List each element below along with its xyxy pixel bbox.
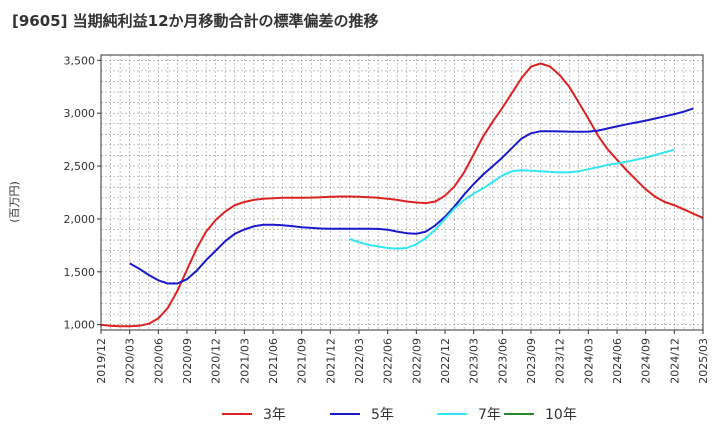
x-tick-label: 2022/03 bbox=[353, 338, 366, 384]
axis-layer: 1,000 1,500 2,000 2,500 3,000 3,500 2019/12 202… bbox=[64, 54, 711, 383]
legend-label-1: 5年 bbox=[371, 407, 394, 423]
x-tick-label: 2023/03 bbox=[468, 338, 481, 384]
series-layer bbox=[100, 62, 704, 328]
x-tick-label: 2021/09 bbox=[296, 338, 309, 384]
x-tick-label: 2022/06 bbox=[382, 338, 395, 384]
y-tick-label: 2,000 bbox=[64, 213, 96, 226]
legend-label-0: 3年 bbox=[263, 407, 286, 423]
x-tick-label: 2021/06 bbox=[267, 338, 280, 384]
plot-frame bbox=[100, 54, 704, 331]
y-tick-label: 1,500 bbox=[64, 266, 96, 279]
series-line-2 bbox=[349, 148, 675, 250]
legend: 3年 5年 7年 10年 bbox=[222, 407, 577, 423]
x-tick-label: 2020/12 bbox=[210, 338, 223, 384]
x-tick-label: 2023/12 bbox=[554, 338, 567, 384]
x-tick-label: 2024/09 bbox=[640, 338, 653, 384]
x-tick-label: 2025/03 bbox=[697, 338, 710, 384]
legend-label-2: 7年 bbox=[478, 407, 501, 423]
x-tick-label: 2024/06 bbox=[611, 338, 624, 384]
series-line-1 bbox=[129, 107, 694, 285]
y-tick-label: 2,500 bbox=[64, 160, 96, 173]
x-tick-label: 2022/09 bbox=[410, 338, 423, 384]
x-tick-label: 2023/06 bbox=[496, 338, 509, 384]
x-tick-label: 2024/03 bbox=[582, 338, 595, 384]
x-tick-label: 2024/12 bbox=[668, 338, 681, 384]
series-line-0 bbox=[100, 62, 704, 328]
y-tick-label: 3,000 bbox=[64, 107, 96, 120]
x-tick-label: 2021/12 bbox=[324, 338, 337, 384]
y-tick-label: 3,500 bbox=[64, 54, 96, 67]
chart-title: [9605] 当期純利益12か月移動合計の標準偏差の推移 bbox=[12, 12, 379, 30]
legend-label-3: 10年 bbox=[545, 407, 577, 423]
x-tick-label: 2023/09 bbox=[525, 338, 538, 384]
x-tick-label: 2020/06 bbox=[152, 338, 165, 384]
y-tick-label: 1,000 bbox=[64, 319, 96, 332]
x-tick-label: 2020/09 bbox=[181, 338, 194, 384]
x-tick-label: 2020/03 bbox=[124, 338, 137, 384]
grid-layer bbox=[101, 55, 703, 330]
x-tick-label: 2019/12 bbox=[95, 338, 108, 384]
y-axis-label: (百万円) bbox=[8, 181, 21, 223]
x-tick-label: 2022/12 bbox=[439, 338, 452, 384]
x-tick-label: 2021/03 bbox=[238, 338, 251, 384]
